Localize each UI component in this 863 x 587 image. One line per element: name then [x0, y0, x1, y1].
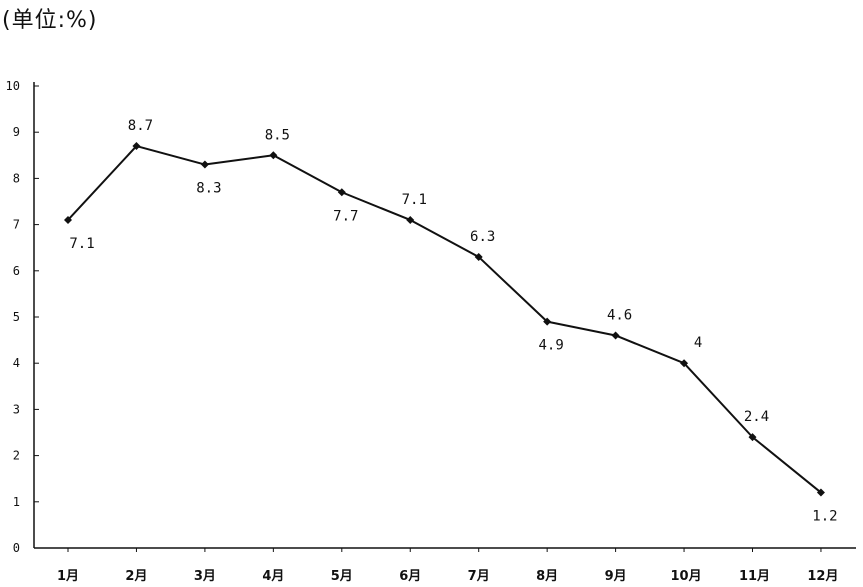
data-point	[132, 142, 141, 151]
unit-label: (单位:%)	[2, 8, 98, 33]
y-tick-label: 6	[13, 264, 20, 278]
data-label: 6.3	[470, 229, 495, 245]
data-point	[474, 252, 483, 261]
series-line	[67, 145, 822, 494]
data-label: 2.4	[744, 409, 769, 425]
data-point	[816, 488, 825, 497]
data-label: 1.2	[812, 509, 837, 525]
y-tick-label: 10	[6, 79, 20, 93]
y-tick-label: 0	[13, 541, 20, 555]
y-axis-ticks: 0 1 2 3 4 5 6 7 8 9 10	[6, 79, 39, 555]
x-tick-label: 12月	[807, 569, 838, 584]
x-tick-label: 10月	[671, 569, 702, 584]
data-label: 8.7	[128, 118, 153, 134]
x-tick-label: 9月	[605, 569, 627, 584]
data-labels: 7.1 8.7 8.3 8.5 7.7 7.1 6.3 4.9 4.6 4 2.4 1.2	[69, 118, 837, 525]
data-label: 8.3	[196, 181, 221, 197]
chart-axes	[33, 82, 856, 549]
series-group	[64, 142, 825, 497]
x-tick-label: 6月	[399, 569, 421, 584]
x-tick-label: 4月	[262, 569, 284, 584]
y-tick-label: 8	[13, 171, 20, 185]
y-tick-label: 3	[13, 402, 20, 416]
data-point	[269, 151, 278, 160]
y-tick-label: 1	[13, 495, 20, 509]
data-point	[543, 317, 552, 326]
data-point	[406, 215, 415, 224]
data-label: 4.9	[539, 338, 564, 354]
data-label: 7.7	[333, 208, 358, 224]
y-tick-label: 5	[13, 310, 20, 324]
data-point	[680, 359, 689, 368]
y-tick-label: 4	[13, 356, 20, 370]
data-label: 4.6	[607, 307, 632, 323]
data-label: 7.1	[402, 192, 427, 208]
data-point	[337, 188, 346, 197]
x-tick-label: 7月	[468, 569, 490, 584]
data-label: 7.1	[69, 236, 94, 252]
data-point	[611, 331, 620, 340]
x-tick-label: 1月	[57, 569, 79, 584]
y-tick-label: 9	[13, 125, 20, 139]
x-tick-label: 2月	[125, 569, 147, 584]
data-point	[64, 215, 72, 224]
data-label: 4	[694, 335, 702, 351]
x-tick-label: 8月	[536, 569, 558, 584]
y-tick-label: 7	[13, 218, 20, 232]
data-label: 8.5	[265, 127, 290, 143]
data-point	[748, 433, 757, 442]
data-point	[200, 160, 209, 169]
x-tick-label: 5月	[331, 569, 353, 584]
y-tick-label: 2	[13, 449, 20, 463]
x-tick-label: 11月	[739, 569, 770, 584]
x-axis-ticks: 1月 2月 3月 4月 5月 6月 7月 8月 9月 10月 11月 12月	[57, 548, 838, 584]
x-tick-label: 3月	[194, 569, 216, 584]
